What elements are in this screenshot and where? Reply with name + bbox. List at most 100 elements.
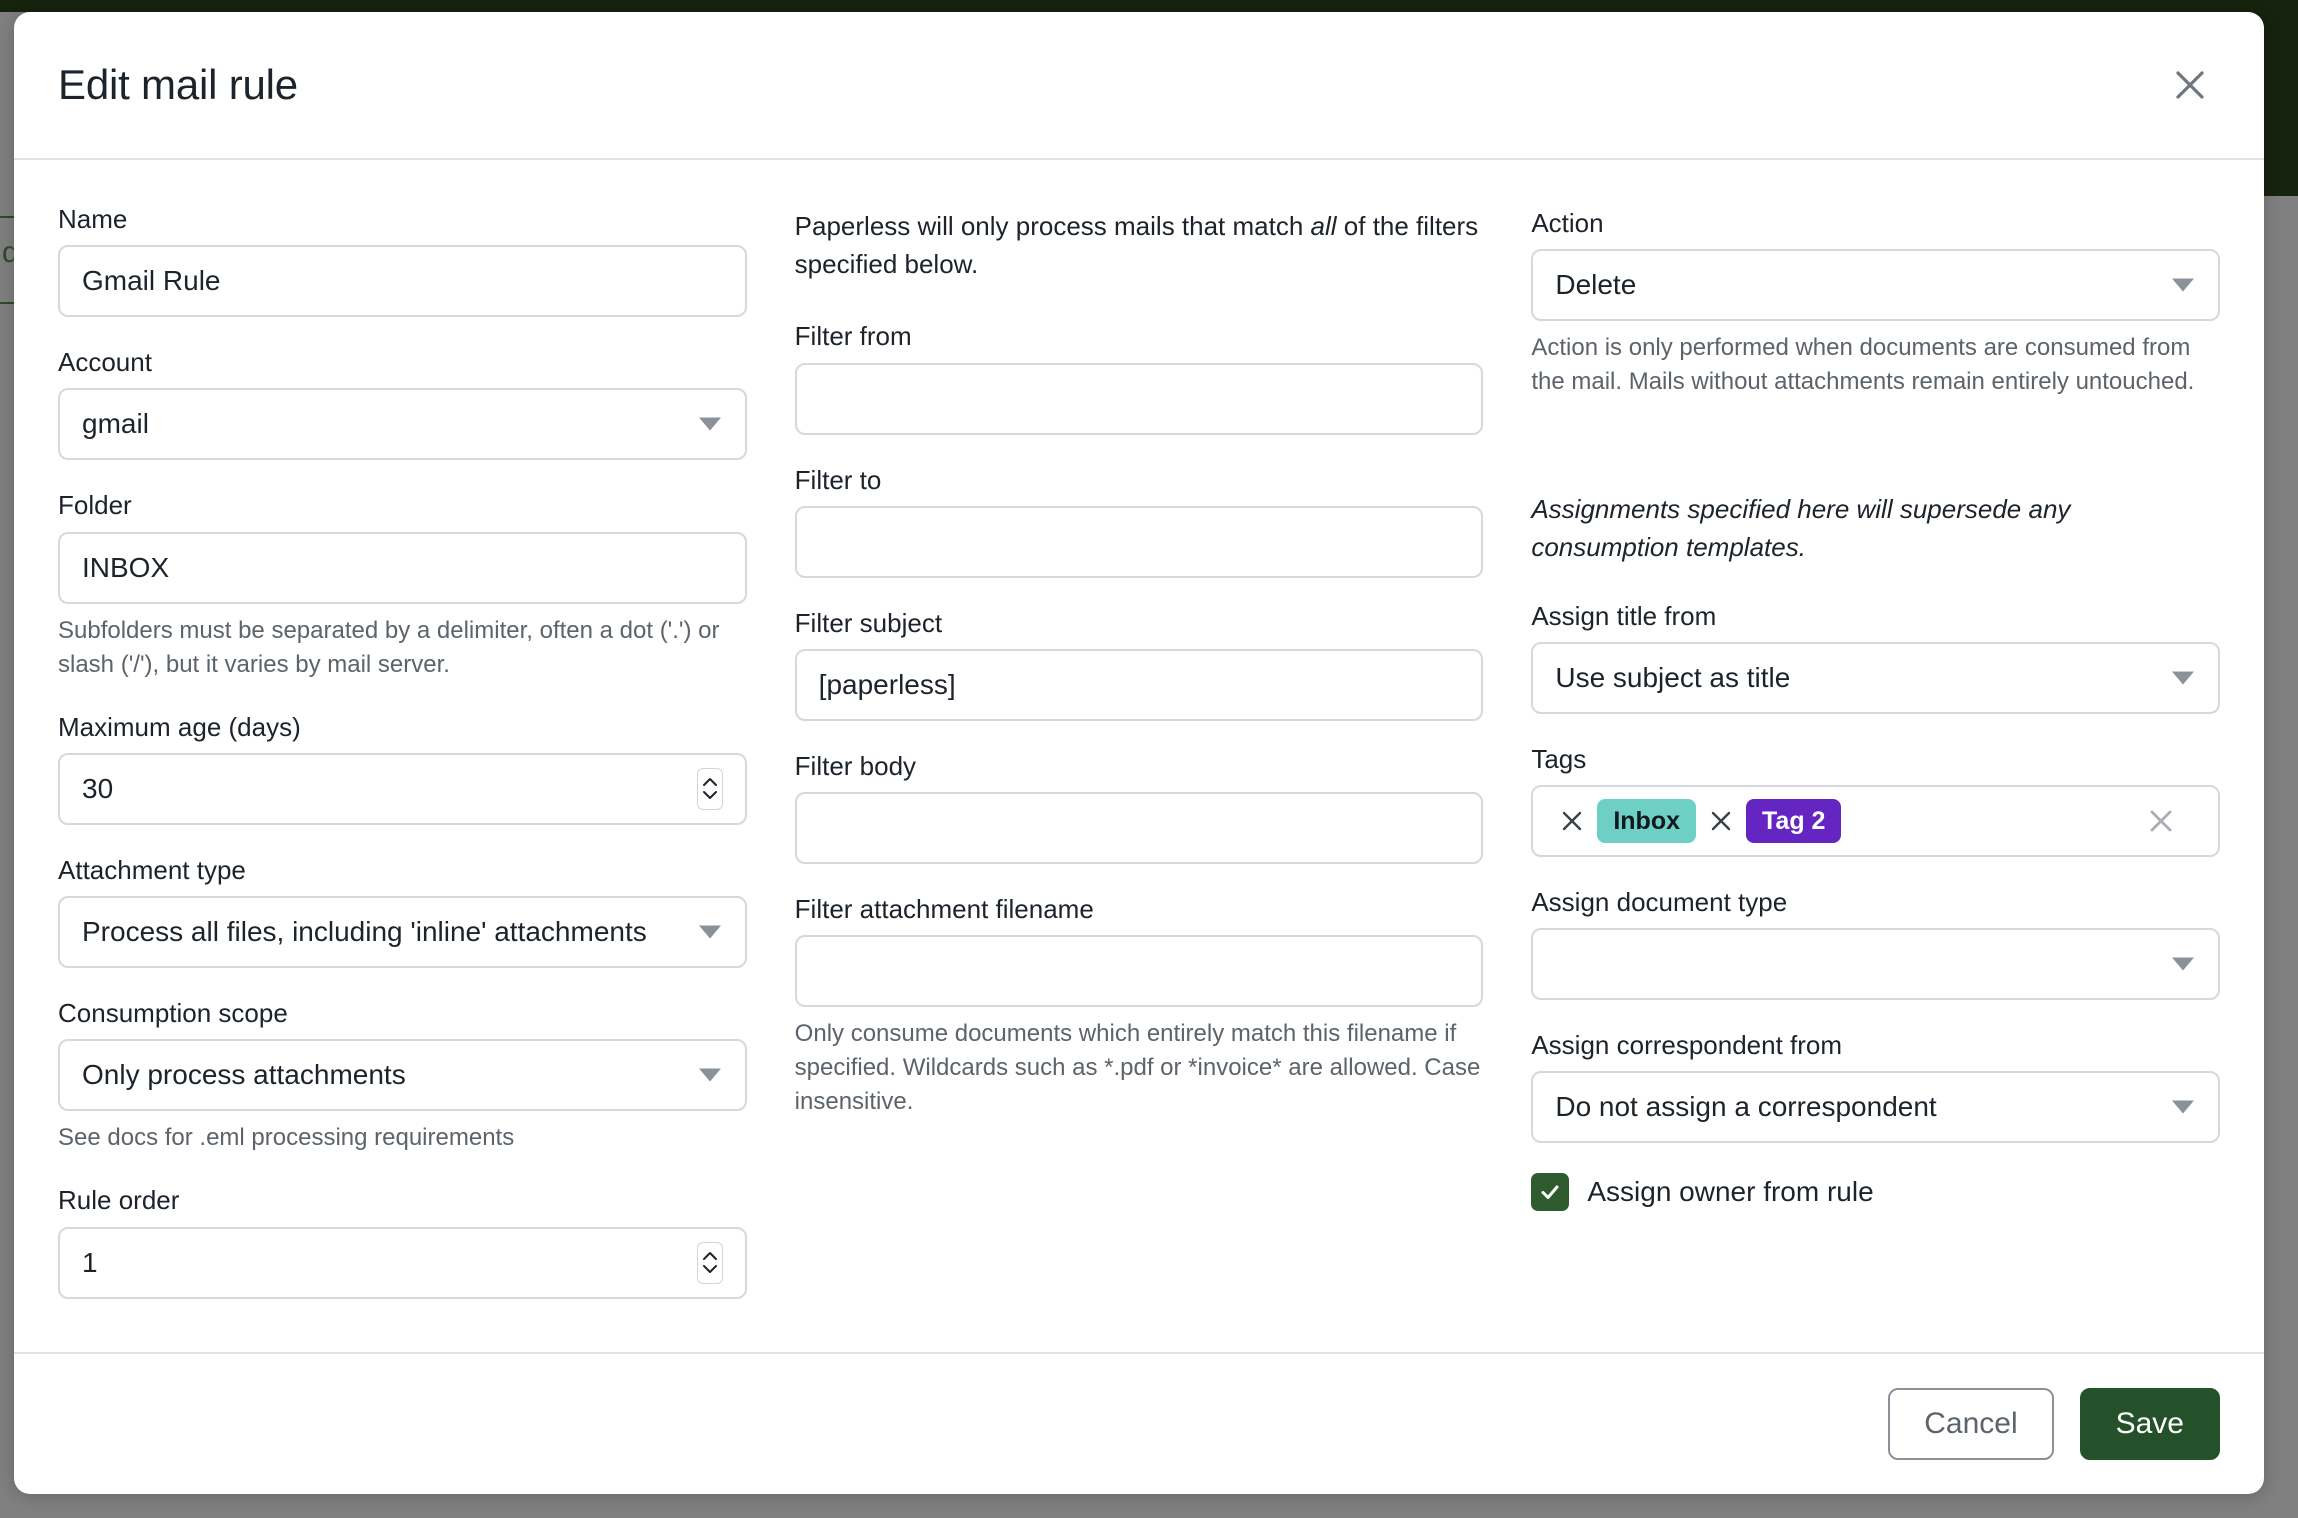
assign-title-from-select[interactable]: Use subject as title: [1531, 641, 2221, 714]
name-value: Gmail Rule: [82, 265, 221, 297]
tags-label: Tags: [1531, 743, 1587, 774]
field-filter-from: Filter from: [794, 321, 1484, 435]
filter-attachment-filename-label: Filter attachment filename: [794, 894, 1094, 925]
folder-input[interactable]: INBOX: [58, 531, 747, 604]
assign-owner-from-rule-checkbox[interactable]: [1531, 1173, 1570, 1212]
filter-attachment-filename-input[interactable]: [794, 935, 1484, 1008]
background-topbar: [0, 0, 2298, 12]
maximum-age-value: 30: [82, 772, 114, 804]
field-filter-to: Filter to: [794, 464, 1484, 578]
filter-from-label: Filter from: [794, 321, 912, 352]
action-value: Delete: [1555, 269, 1637, 301]
field-attachment-type: Attachment type Process all files, inclu…: [58, 854, 747, 969]
assign-correspondent-from-value: Do not assign a correspondent: [1555, 1091, 1937, 1123]
remove-tag-button[interactable]: [1555, 804, 1589, 838]
field-rule-order: Rule order 1: [58, 1185, 747, 1299]
consumption-scope-select[interactable]: Only process attachments: [58, 1039, 747, 1112]
check-icon: [1541, 1185, 1559, 1200]
field-folder: Folder INBOX Subfolders must be separate…: [58, 490, 747, 681]
filter-to-input[interactable]: [794, 505, 1484, 578]
tags-controls: [2146, 806, 2196, 836]
field-assign-document-type: Assign document type: [1531, 887, 2221, 1001]
action-helper-text: Action is only performed when documents …: [1531, 334, 2195, 396]
chevron-down-icon: [698, 417, 721, 431]
close-button[interactable]: [2160, 55, 2220, 115]
background-sidebar-divider: [0, 216, 26, 218]
field-filter-subject: Filter subject [paperless]: [794, 607, 1484, 721]
tags-select[interactable]: Inbox Tag 2: [1531, 785, 2221, 858]
intro-emphasis: all: [1310, 211, 1337, 241]
field-assign-correspondent-from: Assign correspondent from Do not assign …: [1531, 1030, 2221, 1144]
close-icon: [1711, 811, 1731, 831]
filter-to-label: Filter to: [794, 464, 882, 495]
left-column: Name Gmail Rule Account gmail Folder INB…: [58, 204, 747, 1352]
section-spacer: [1531, 429, 2220, 491]
assign-document-type-label: Assign document type: [1531, 887, 1788, 918]
filter-from-input[interactable]: [794, 362, 1484, 435]
attachment-type-select[interactable]: Process all files, including 'inline' at…: [58, 896, 747, 969]
folder-value: INBOX: [82, 551, 170, 583]
save-button[interactable]: Save: [2079, 1388, 2220, 1460]
field-assign-title-from: Assign title from Use subject as title: [1531, 601, 2221, 714]
account-value: gmail: [82, 408, 149, 440]
right-column: Action Delete Action is only performed w…: [1531, 204, 2221, 1352]
chevron-down-icon: [2172, 671, 2195, 685]
maximum-age-label: Maximum age (days): [58, 711, 301, 742]
assign-title-from-value: Use subject as title: [1555, 661, 1791, 693]
rule-order-value: 1: [82, 1246, 98, 1278]
dialog-header: Edit mail rule: [14, 12, 2264, 160]
filter-attachment-filename-helper-text: Only consume documents which entirely ma…: [794, 1020, 1481, 1116]
filter-subject-value: [paperless]: [818, 668, 956, 700]
field-account: Account gmail: [58, 347, 747, 461]
field-action: Action Delete Action is only performed w…: [1531, 208, 2221, 399]
assign-owner-from-rule-label: Assign owner from rule: [1587, 1176, 1874, 1208]
consumption-scope-value: Only process attachments: [82, 1059, 406, 1091]
field-tags: Tags Inbox Tag 2: [1531, 743, 2221, 858]
cancel-button[interactable]: Cancel: [1888, 1388, 2054, 1460]
chevron-up-icon: [702, 1252, 717, 1261]
name-input[interactable]: Gmail Rule: [58, 245, 747, 318]
intro-after: of the filters specified below.: [794, 211, 1479, 279]
tag-chip[interactable]: Tag 2: [1746, 799, 1842, 844]
maximum-age-input[interactable]: 30: [58, 752, 747, 825]
folder-label: Folder: [58, 490, 132, 521]
tag-chip[interactable]: Inbox: [1597, 799, 1697, 844]
chevron-down-icon: [2172, 278, 2195, 292]
rule-order-input[interactable]: 1: [58, 1226, 747, 1299]
filters-intro-text: Paperless will only process mails that m…: [795, 208, 1484, 283]
action-select[interactable]: Delete: [1531, 249, 2221, 322]
field-filter-attachment-filename: Filter attachment filename Only consume …: [794, 894, 1484, 1119]
dialog-body: Name Gmail Rule Account gmail Folder INB…: [14, 160, 2264, 1352]
chevron-down-icon: [2172, 1100, 2195, 1114]
filter-body-input[interactable]: [794, 792, 1484, 865]
attachment-type-value: Process all files, including 'inline' at…: [82, 916, 647, 948]
chevron-down-icon: [702, 791, 717, 800]
dialog-footer: Cancel Save: [14, 1352, 2264, 1494]
rule-order-label: Rule order: [58, 1185, 180, 1216]
assign-correspondent-from-select[interactable]: Do not assign a correspondent: [1531, 1071, 2221, 1144]
account-select[interactable]: gmail: [58, 388, 747, 461]
maximum-age-stepper[interactable]: [696, 767, 723, 810]
filter-subject-label: Filter subject: [794, 607, 943, 638]
rule-order-stepper[interactable]: [696, 1241, 723, 1284]
filter-body-label: Filter body: [794, 750, 917, 781]
account-label: Account: [58, 347, 152, 378]
clear-all-icon: [2150, 810, 2172, 832]
clear-all-button[interactable]: [2146, 806, 2176, 836]
remove-tag-button[interactable]: [1704, 804, 1738, 838]
page-title: Edit mail rule: [58, 61, 298, 108]
background-sidebar-divider: [0, 302, 26, 304]
assign-correspondent-from-label: Assign correspondent from: [1531, 1030, 1843, 1061]
close-icon: [2168, 63, 2212, 107]
assignments-note: Assignments specified here will supersed…: [1531, 494, 2071, 563]
folder-helper-text: Subfolders must be separated by a delimi…: [58, 616, 720, 678]
close-icon: [1563, 811, 1582, 831]
assign-document-type-select[interactable]: [1531, 928, 2221, 1001]
field-assign-owner-from-rule: Assign owner from rule: [1531, 1173, 2220, 1212]
attachment-type-label: Attachment type: [58, 854, 246, 885]
intro-before: Paperless will only process mails that m…: [794, 211, 1311, 241]
edit-mail-rule-dialog: Edit mail rule Name Gmail Rule Account g…: [14, 12, 2264, 1494]
field-name: Name Gmail Rule: [58, 204, 747, 318]
filter-subject-input[interactable]: [paperless]: [794, 648, 1484, 721]
chevron-down-icon: [702, 1265, 717, 1274]
